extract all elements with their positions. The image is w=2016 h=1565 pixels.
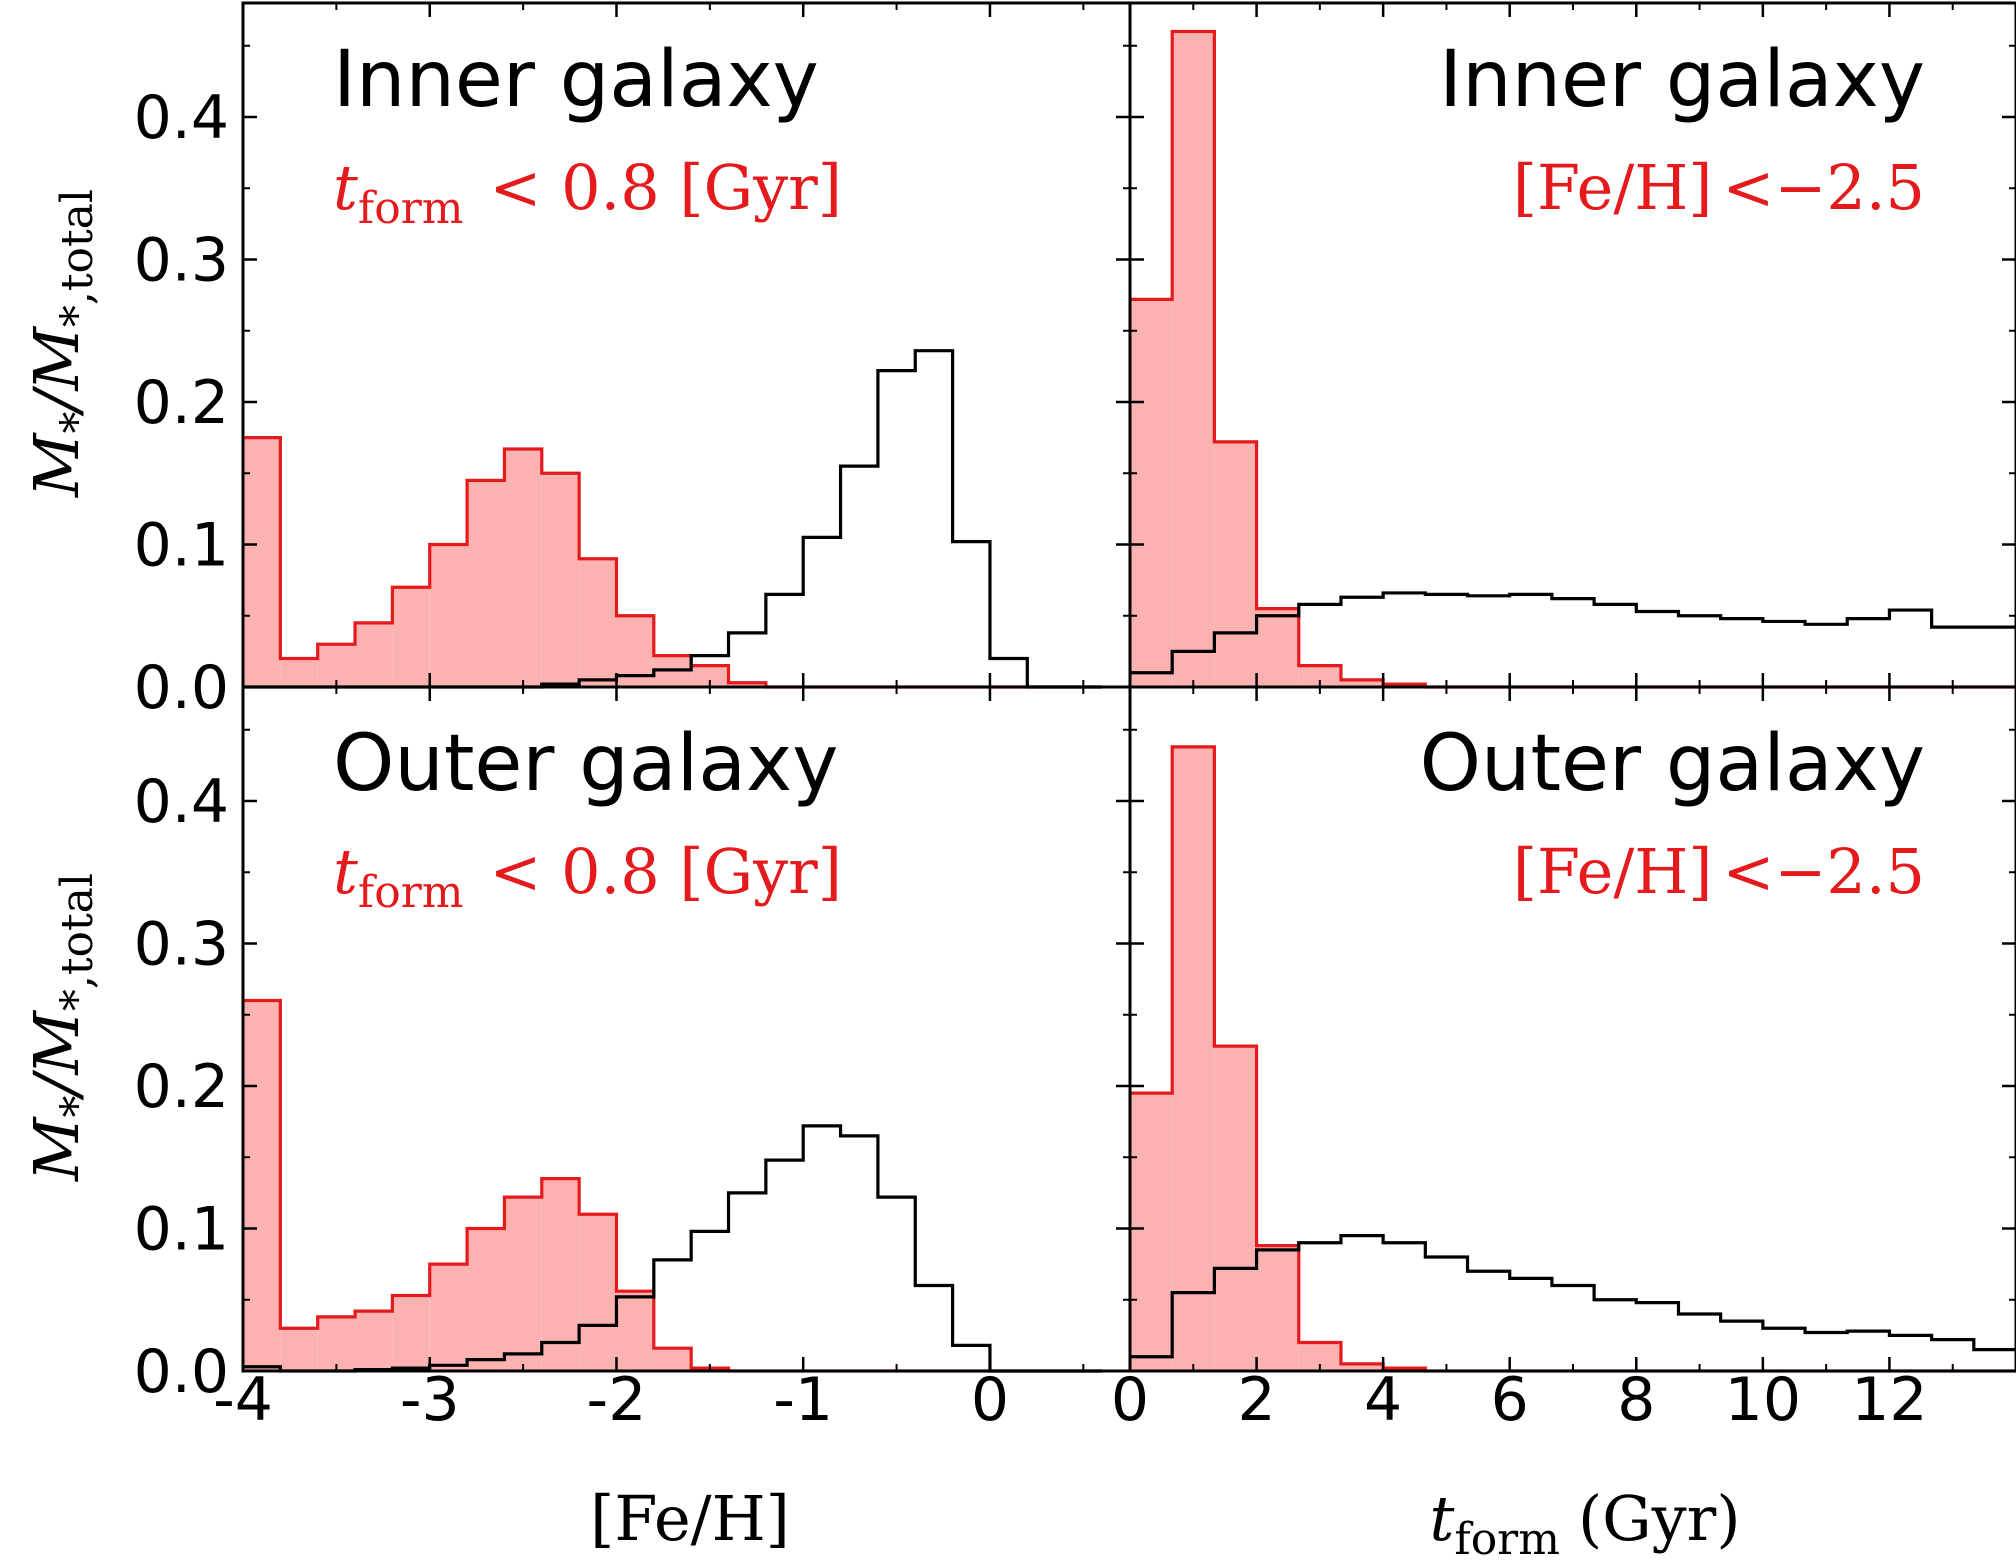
y-label-divisor: /M bbox=[20, 326, 93, 417]
red-bar bbox=[317, 644, 356, 687]
red-bar bbox=[653, 1348, 692, 1371]
annotation-condition: < 0.8 [Gyr] bbox=[489, 835, 842, 908]
annotation-symbol: [Fe/H] bbox=[1513, 835, 1713, 908]
y-axis-label-bottom: M*/M*,total bbox=[20, 873, 103, 1182]
red-bar bbox=[579, 1214, 617, 1371]
red-bar bbox=[1172, 31, 1215, 687]
red-bar bbox=[355, 1311, 393, 1371]
y-label-mass: M bbox=[20, 1116, 93, 1182]
annotation-top-left: tform < 0.8 [Gyr] bbox=[333, 151, 842, 234]
x-tick-label: 2 bbox=[1237, 1365, 1275, 1435]
black-histogram-outline bbox=[1130, 591, 2016, 675]
y-label-total: *,total bbox=[52, 873, 103, 1011]
x-axis-label-right: tform (Gyr) bbox=[1429, 1482, 1740, 1565]
red-bar bbox=[504, 449, 542, 687]
x-tick-label: 4 bbox=[1364, 1365, 1402, 1435]
x-tick-label: 6 bbox=[1491, 1365, 1529, 1435]
annotation-symbol: t bbox=[333, 151, 358, 224]
red-bar bbox=[467, 480, 505, 687]
annotation-bottom-left: tform < 0.8 [Gyr] bbox=[333, 835, 842, 918]
x-tick-label: 0 bbox=[1111, 1365, 1149, 1435]
red-bar bbox=[1130, 299, 1173, 687]
x-tick-label: -2 bbox=[587, 1365, 647, 1435]
red-bar bbox=[280, 658, 318, 687]
y-tick-label: 0.0 bbox=[134, 653, 229, 723]
red-bar bbox=[429, 1264, 468, 1371]
panels: 0.0 0.1 0.2 0.3 0.4 -4 -3 -2 -1 0 0.0 0.1 0.2 0.3 0.4 0… bbox=[134, 1, 2016, 1435]
annotation-subscript: form bbox=[358, 183, 464, 234]
panel-3: -4 -3 -2 -1 0 0.0 0.1 0.2 0.3 0.4 bbox=[134, 685, 1132, 1435]
red-bar bbox=[392, 1295, 430, 1371]
annotation-condition: <−2.5 bbox=[1723, 835, 1926, 908]
red-bar bbox=[504, 1197, 542, 1371]
annotation-symbol: t bbox=[333, 835, 358, 908]
red-bar bbox=[280, 1328, 318, 1371]
x-axis-label-left: [Fe/H] bbox=[590, 1482, 790, 1555]
red-bar bbox=[243, 437, 281, 687]
y-label-total: *,total bbox=[52, 189, 103, 327]
x-label-symbol: t bbox=[1429, 1482, 1454, 1555]
x-tick-label: 10 bbox=[1725, 1365, 1801, 1435]
red-bar bbox=[1130, 1093, 1173, 1371]
red-bar bbox=[1256, 608, 1299, 687]
y-tick-label: 0.1 bbox=[134, 1195, 229, 1265]
red-bar bbox=[355, 622, 393, 687]
annotation-condition: < 0.8 [Gyr] bbox=[489, 151, 842, 224]
y-label-mass: M bbox=[20, 432, 93, 498]
annotation-symbol: [Fe/H] bbox=[1513, 151, 1713, 224]
y-tick-label: 0.4 bbox=[134, 83, 229, 153]
panel-4: 0 2 4 6 8 10 12 bbox=[1111, 685, 2016, 1435]
x-tick-label: 12 bbox=[1851, 1365, 1927, 1435]
panel-title-top-left: Inner galaxy bbox=[333, 35, 819, 125]
x-label-subscript: form bbox=[1454, 1514, 1560, 1565]
black-histogram-outline bbox=[1130, 1234, 2016, 1359]
y-tick-label: 0.2 bbox=[134, 368, 229, 438]
red-bar bbox=[541, 473, 580, 687]
red-bar bbox=[541, 1178, 580, 1371]
y-tick-label: 0.3 bbox=[134, 910, 229, 980]
red-bar bbox=[1256, 1245, 1299, 1371]
y-axis-label-top: M*/M*,total bbox=[20, 189, 103, 498]
annotation-top-right: [Fe/H] <−2.5 bbox=[1513, 151, 1925, 224]
annotation-condition: <−2.5 bbox=[1723, 151, 1926, 224]
panel-title-bottom-right: Outer galaxy bbox=[1420, 719, 1925, 809]
y-tick-label: 0.4 bbox=[134, 767, 229, 837]
red-bar bbox=[1298, 665, 1341, 687]
red-bar bbox=[429, 544, 468, 687]
red-bar bbox=[467, 1228, 505, 1371]
y-label-star: * bbox=[52, 412, 103, 434]
y-label-star: * bbox=[52, 1096, 103, 1118]
x-tick-label: 8 bbox=[1617, 1365, 1655, 1435]
red-bar bbox=[728, 682, 766, 687]
black-histogram-outline bbox=[243, 1124, 1102, 1373]
red-bar bbox=[392, 587, 430, 687]
annotation-subscript: form bbox=[358, 867, 464, 918]
x-tick-label: -3 bbox=[400, 1365, 460, 1435]
y-tick-label: 0.1 bbox=[134, 511, 229, 581]
annotation-bottom-right: [Fe/H] <−2.5 bbox=[1513, 835, 1925, 908]
y-label-divisor: /M bbox=[20, 1010, 93, 1101]
panel-title-top-right: Inner galaxy bbox=[1439, 35, 1925, 125]
red-bar bbox=[691, 665, 729, 687]
red-bar bbox=[1214, 441, 1257, 687]
x-tick-label: -4 bbox=[213, 1365, 273, 1435]
red-bar bbox=[1214, 1046, 1257, 1371]
red-bar bbox=[1172, 746, 1215, 1371]
red-bar bbox=[579, 558, 617, 687]
y-tick-label: 0.0 bbox=[134, 1337, 229, 1407]
x-tick-label: 0 bbox=[971, 1365, 1009, 1435]
red-bar bbox=[317, 1316, 356, 1371]
y-tick-label: 0.2 bbox=[134, 1052, 229, 1122]
y-tick-label: 0.3 bbox=[134, 226, 229, 296]
x-label-unit: (Gyr) bbox=[1578, 1482, 1741, 1555]
red-histogram-outline bbox=[1130, 29, 2016, 689]
x-tick-label: -1 bbox=[773, 1365, 833, 1435]
panel-title-bottom-left: Outer galaxy bbox=[333, 719, 838, 809]
red-bar bbox=[243, 1000, 281, 1371]
red-bar bbox=[616, 1291, 654, 1371]
red-bar bbox=[1340, 1363, 1384, 1371]
red-bar bbox=[1340, 679, 1384, 687]
